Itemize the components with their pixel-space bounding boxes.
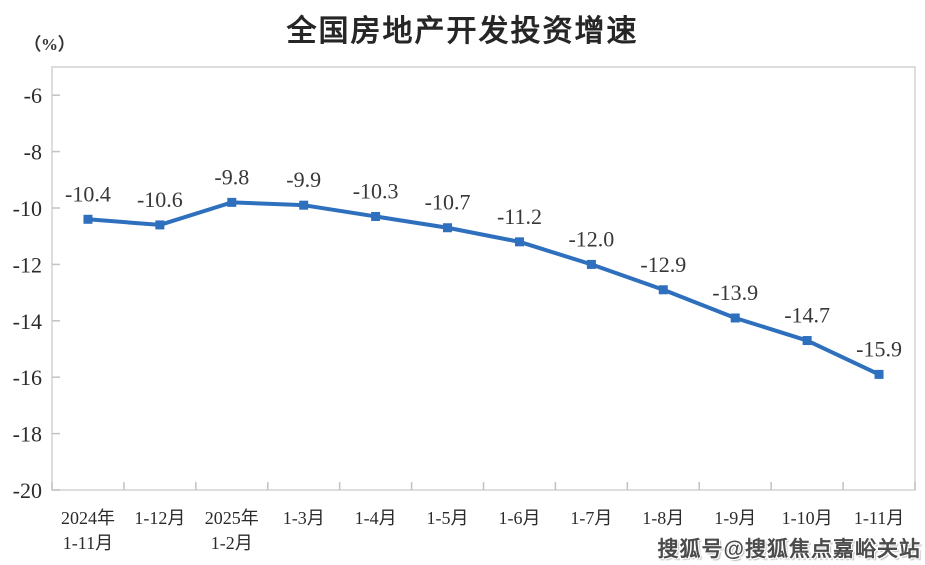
- x-tick-label: 2025年 1-2月: [205, 508, 259, 553]
- data-point-label: -10.7: [425, 190, 471, 215]
- data-point-label: -12.9: [640, 252, 686, 277]
- data-point-marker: [514, 237, 524, 247]
- data-point-marker: [227, 197, 237, 207]
- data-point-marker: [83, 214, 93, 224]
- x-tick-label: 1-10月: [782, 508, 833, 528]
- x-tick-label: 2024年 1-11月: [61, 508, 115, 553]
- data-point-label: -11.2: [497, 204, 542, 229]
- y-tick-label: -14: [13, 309, 42, 334]
- x-tick-label: 1-8月: [642, 508, 684, 528]
- data-point-label: -15.9: [856, 336, 902, 361]
- data-point-marker: [586, 259, 596, 269]
- data-point-label: -10.6: [137, 187, 183, 212]
- data-point-label: -9.9: [286, 167, 321, 192]
- x-tick-label: 1-3月: [283, 508, 325, 528]
- data-point-label: -10.3: [353, 178, 399, 203]
- y-axis-unit-label: （%）: [24, 35, 75, 54]
- x-tick-label: 1-12月: [134, 508, 185, 528]
- y-tick-label: -12: [13, 252, 42, 277]
- watermark-text: 搜狐号@搜狐焦点嘉峪关站: [657, 538, 921, 561]
- data-point-label: -12.0: [568, 226, 614, 251]
- y-tick-label: -10: [13, 196, 42, 221]
- x-tick-label: 1-5月: [427, 508, 469, 528]
- data-point-marker: [874, 369, 884, 379]
- data-point-label: -14.7: [784, 303, 830, 328]
- x-tick-label: 1-11月: [854, 508, 904, 528]
- y-tick-label: -8: [24, 140, 42, 165]
- y-tick-label: -16: [13, 365, 42, 390]
- data-point-marker: [155, 220, 165, 230]
- data-point-marker: [299, 200, 309, 210]
- x-tick-label: 1-4月: [355, 508, 397, 528]
- data-point-marker: [802, 336, 812, 346]
- x-tick-label: 1-7月: [570, 508, 612, 528]
- data-point-marker: [443, 223, 453, 233]
- data-point-label: -9.8: [214, 164, 249, 189]
- data-point-label: -10.4: [65, 181, 111, 206]
- y-tick-label: -20: [13, 478, 42, 503]
- x-tick-label: 1-6月: [498, 508, 540, 528]
- plot-border: [51, 66, 916, 491]
- data-point-marker: [730, 313, 740, 323]
- y-tick-label: -6: [24, 83, 42, 108]
- data-point-marker: [371, 211, 381, 221]
- chart-title: 全国房地产开发投资增速: [286, 15, 639, 48]
- data-point-label: -13.9: [712, 280, 758, 305]
- x-tick-label: 1-9月: [714, 508, 756, 528]
- y-tick-label: -18: [13, 422, 42, 447]
- data-line: [85, 200, 882, 377]
- data-point-marker: [658, 285, 668, 295]
